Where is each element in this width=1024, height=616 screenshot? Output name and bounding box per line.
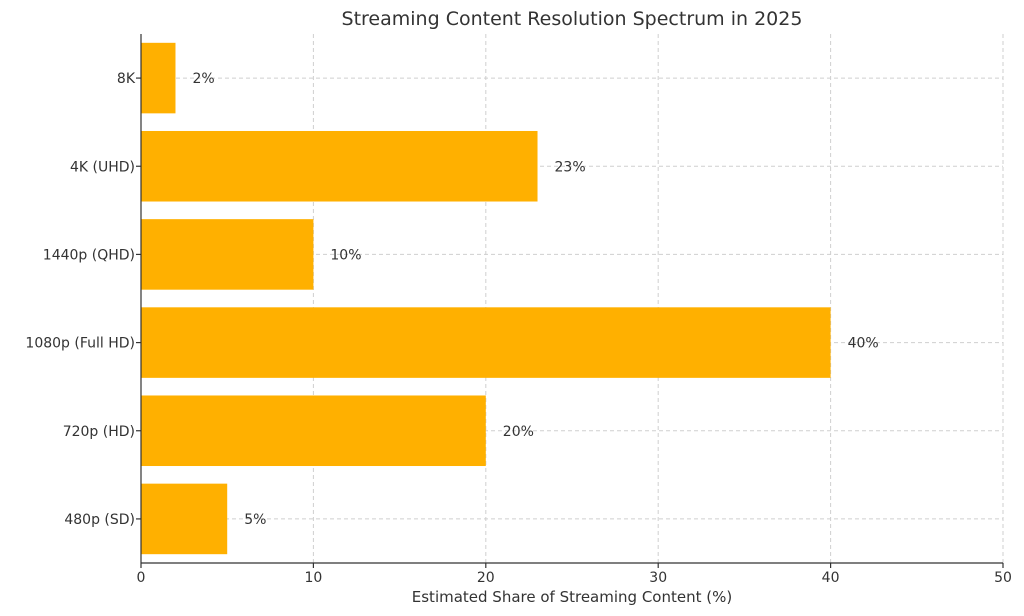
x-tick-label: 40 (822, 570, 840, 586)
y-tick-label: 8K (117, 71, 136, 87)
data-label: 2% (192, 71, 214, 87)
x-tick-labels: 0 10 20 30 40 50 (137, 563, 1012, 586)
data-labels: 2% 23% 10% 40% 20% 5% (192, 71, 878, 528)
x-tick-label: 50 (994, 570, 1012, 586)
y-tick-label: 480p (SD) (64, 512, 135, 528)
grid (140, 34, 1004, 563)
x-tick-label: 0 (137, 570, 146, 586)
chart-title: Streaming Content Resolution Spectrum in… (342, 8, 803, 30)
data-label: 20% (503, 424, 534, 440)
bar (141, 395, 486, 467)
data-label: 40% (848, 336, 879, 352)
y-tick-label: 1440p (QHD) (43, 247, 135, 263)
bar (141, 219, 314, 290)
data-label: 23% (555, 159, 586, 175)
x-tick-label: 10 (304, 570, 322, 586)
y-tick-label: 1080p (Full HD) (25, 336, 135, 352)
bar (141, 483, 228, 555)
x-axis-label: Estimated Share of Streaming Content (%) (412, 588, 732, 606)
x-tick-label: 30 (649, 570, 667, 586)
y-tick-label: 4K (UHD) (70, 159, 135, 175)
data-label: 10% (330, 247, 361, 263)
x-tick-label: 20 (477, 570, 495, 586)
data-label: 5% (244, 512, 266, 528)
bars (141, 42, 831, 555)
bar (141, 42, 176, 114)
y-tick-labels: 8K 4K (UHD) 1440p (QHD) 1080p (Full HD) 720p… (25, 71, 141, 528)
bar (141, 130, 538, 202)
bar (141, 307, 831, 378)
y-tick-label: 720p (HD) (63, 424, 135, 440)
